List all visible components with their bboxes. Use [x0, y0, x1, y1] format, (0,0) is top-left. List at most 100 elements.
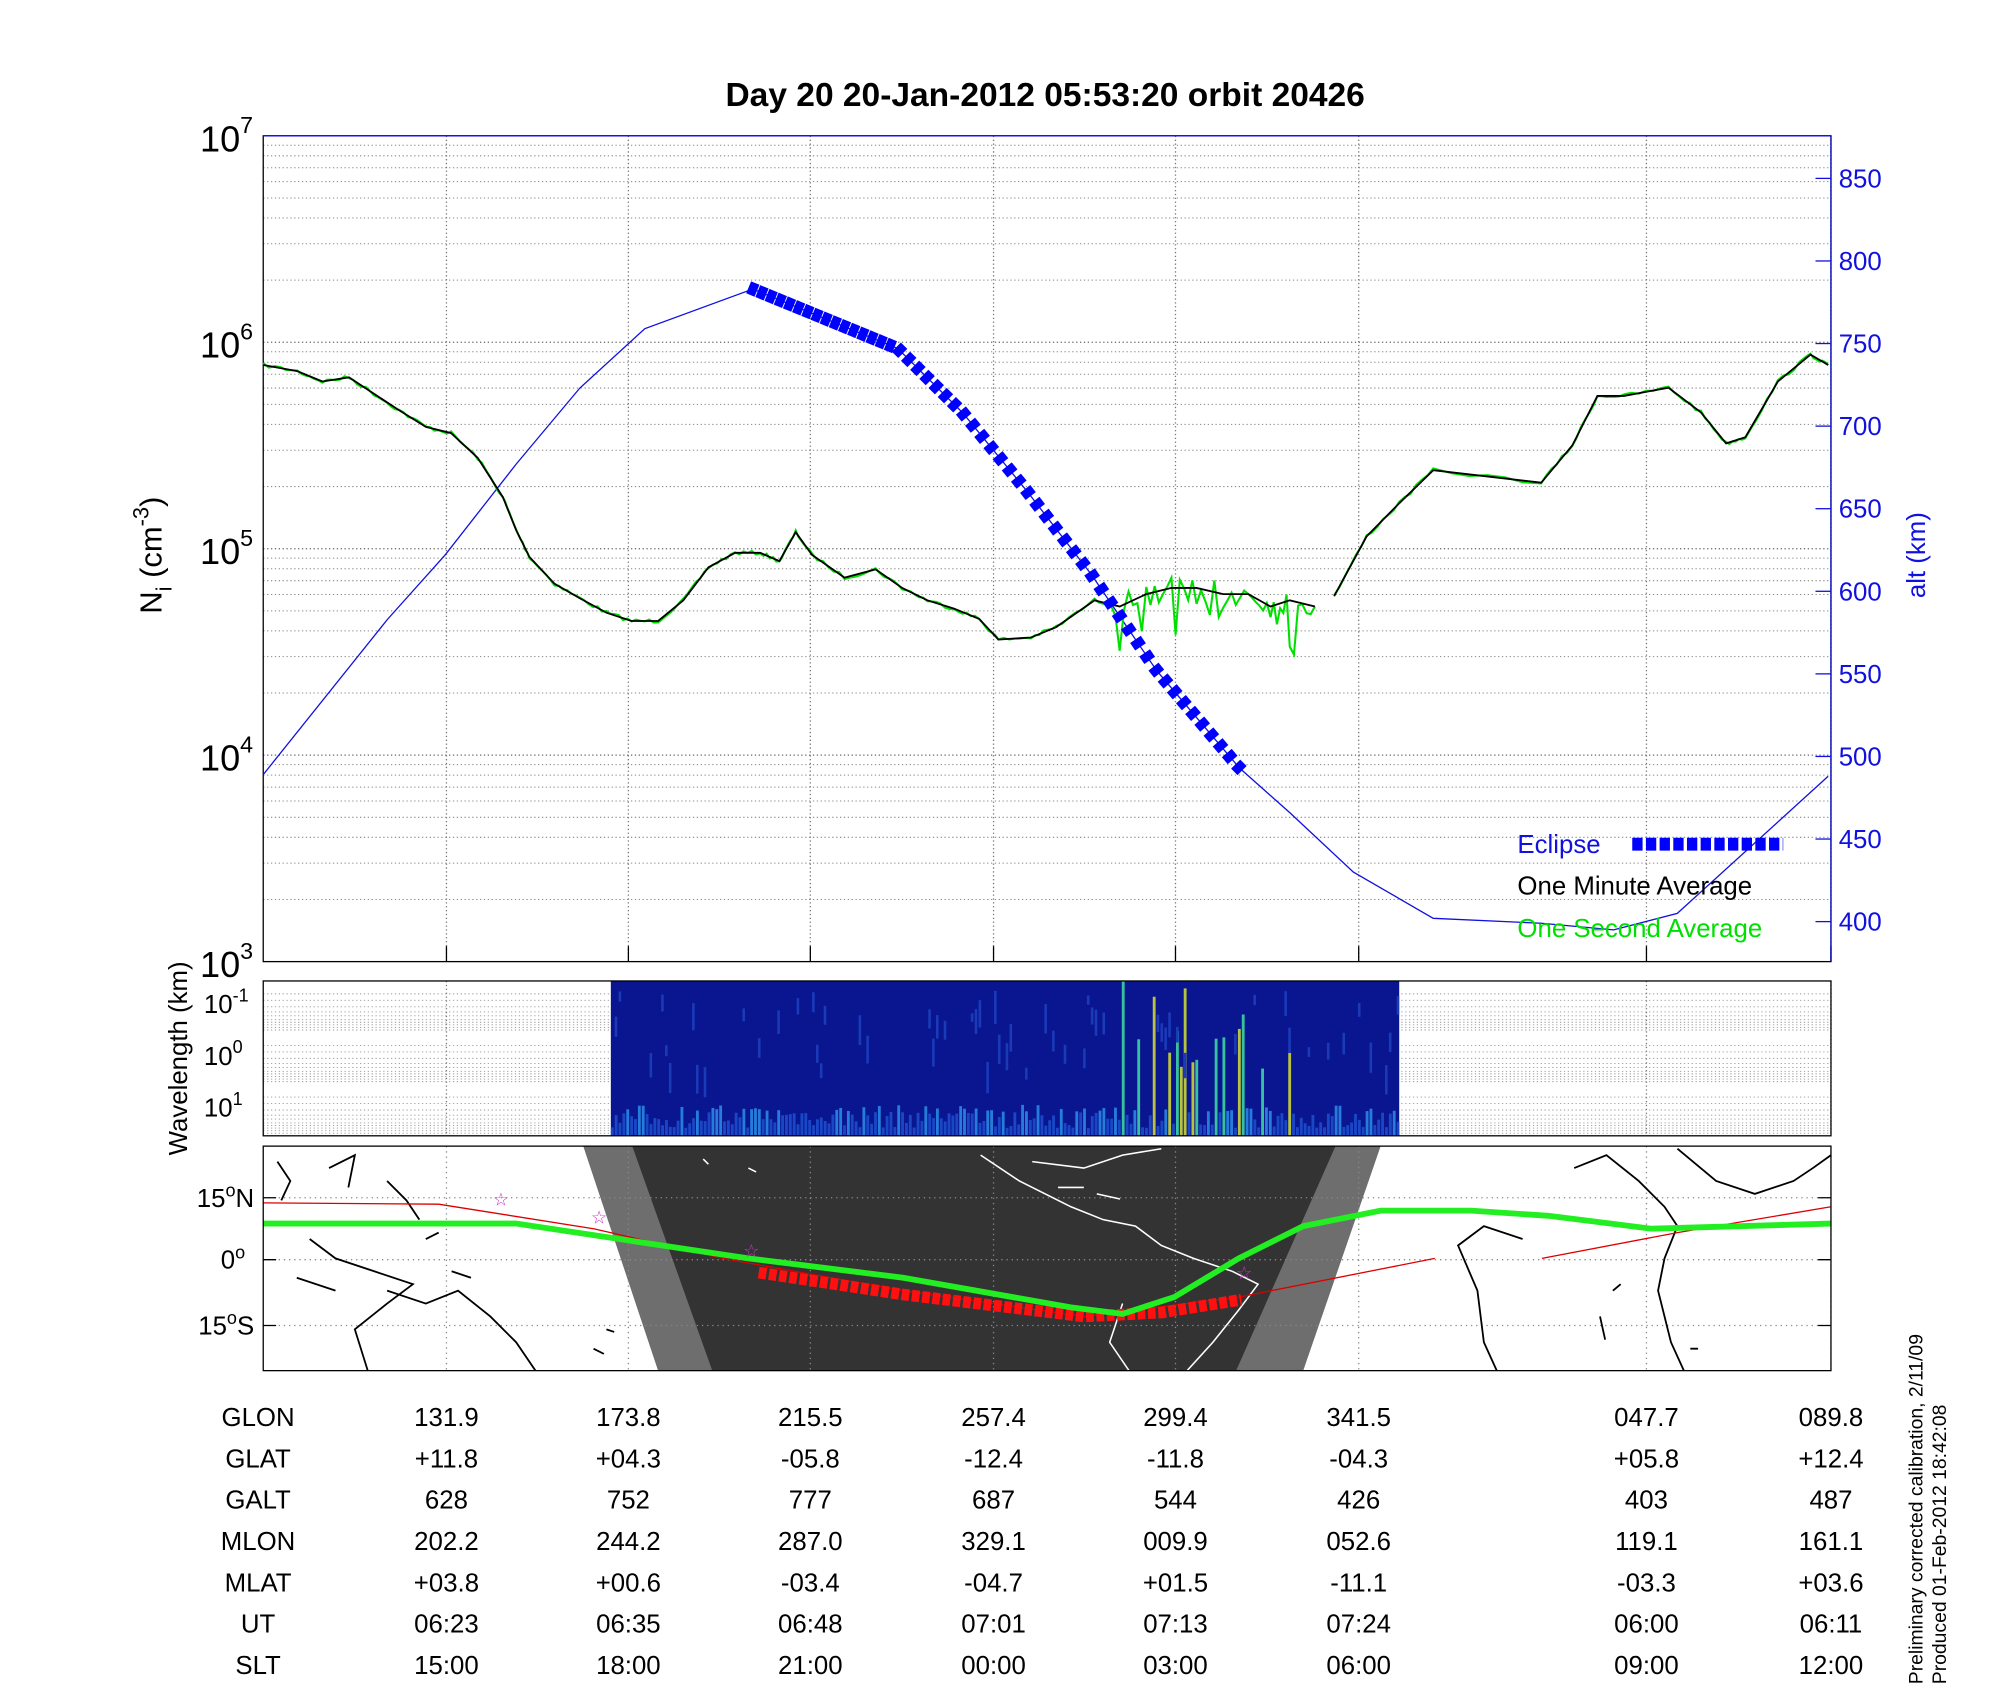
- eclipse-marker: [810, 307, 824, 324]
- table-cell: 426: [1337, 1487, 1380, 1515]
- spectrogram-column: [746, 1127, 750, 1136]
- svg-text:☆: ☆: [743, 1241, 759, 1261]
- y2-tick-label: 600: [1839, 578, 1882, 606]
- spectrogram-column: [1055, 1127, 1059, 1136]
- spectrogram-column: [1241, 1014, 1245, 1136]
- spectrogram-speck: [1369, 1042, 1373, 1073]
- spectrogram-speck: [757, 1038, 761, 1058]
- spectrogram-column: [1268, 1110, 1272, 1136]
- eclipse-marker: [1221, 748, 1238, 765]
- spectrogram-column: [815, 1119, 819, 1136]
- spectrogram-speck: [796, 998, 800, 1015]
- spectrogram-column: [843, 1125, 846, 1136]
- spectrogram-column: [1195, 1059, 1199, 1136]
- spectrogram-column: [932, 1118, 935, 1136]
- spectrogram-column: [1160, 1120, 1164, 1136]
- spectrogram-speck: [1025, 1067, 1028, 1080]
- eclipse-marker: [1001, 462, 1018, 478]
- spectrogram-column: [1350, 1122, 1354, 1136]
- spectrogram-column: [665, 1120, 668, 1136]
- spectrogram-column: [893, 1127, 897, 1136]
- eclipse-marker: [1166, 684, 1183, 700]
- eclipse-marker: [847, 322, 861, 339]
- spectrogram-column: [1280, 1113, 1284, 1136]
- y-tick-label: 103: [200, 938, 253, 985]
- spectrogram-column: [854, 1121, 858, 1136]
- spectrogram-column: [1094, 1112, 1098, 1136]
- spectrogram-column: [986, 1110, 990, 1136]
- eclipse-marker: [1020, 484, 1036, 500]
- spectrogram-column: [974, 1108, 978, 1136]
- table-cell: 299.4: [1143, 1404, 1208, 1432]
- spectrogram-column: [1385, 1127, 1388, 1136]
- spectrogram-column: [827, 1123, 831, 1136]
- one-minute-average-line: [263, 364, 1316, 641]
- spectrogram-column: [622, 1113, 626, 1136]
- produced-note: Produced 01-Feb-2012 18:42:08: [1929, 1405, 1951, 1685]
- table-cell: 403: [1625, 1487, 1668, 1515]
- eclipse-marker: [1130, 635, 1146, 651]
- spectrogram-column: [1152, 996, 1156, 1136]
- calibration-note: Preliminary corrected calibration, 2/11/…: [1906, 1334, 1928, 1684]
- spectrogram-speck: [1009, 1024, 1013, 1052]
- table-cell: -04.7: [964, 1569, 1023, 1597]
- spectrogram-column: [1059, 1109, 1063, 1136]
- spectrogram-column: [1284, 1120, 1288, 1136]
- spectrogram-column: [645, 1114, 649, 1136]
- spectrogram-column: [1199, 1124, 1203, 1136]
- table-cell: 752: [607, 1487, 650, 1515]
- spectrogram-column: [1230, 1110, 1234, 1136]
- spectrogram-column: [676, 1120, 680, 1136]
- eclipse-marker: [837, 318, 852, 335]
- spectrogram-column: [1086, 1128, 1090, 1136]
- spectrogram-column: [777, 1110, 781, 1136]
- spectrogram-column: [734, 1112, 738, 1136]
- spectrogram-column: [1040, 1115, 1044, 1136]
- spectrogram-column: [1009, 1126, 1013, 1136]
- spectrogram-column: [812, 1125, 815, 1136]
- spectrogram-column: [1307, 1125, 1311, 1136]
- spectrogram-speck: [1396, 996, 1400, 1015]
- main-grid: [263, 135, 1832, 962]
- eclipse-marker: [974, 428, 990, 444]
- table-row: UT 06:23 06:35 06:48 07:01 07:13 07:24 06:00 06:…: [241, 1611, 1862, 1639]
- spectrogram-column: [1226, 1110, 1230, 1136]
- spectrogram-column: [963, 1108, 966, 1136]
- spectrogram-speck: [1385, 1065, 1388, 1095]
- eclipse-track: [757, 1266, 1243, 1323]
- row-label: GLON: [222, 1404, 295, 1432]
- eclipse-marker: [900, 351, 917, 368]
- table-cell: 161.1: [1799, 1528, 1864, 1556]
- spectrogram-column: [661, 1125, 664, 1136]
- spectrogram-speck: [1326, 1042, 1330, 1060]
- eclipse-marker: [856, 326, 870, 342]
- spectrogram-column: [1218, 1112, 1222, 1136]
- spectrogram-column: [955, 1113, 959, 1136]
- spectrogram-column: [1361, 1126, 1365, 1136]
- svg-text:☆: ☆: [1236, 1263, 1252, 1283]
- eclipse-marker: [1047, 520, 1064, 536]
- spectrogram-column: [1245, 1108, 1249, 1136]
- spectrogram-column: [901, 1112, 904, 1136]
- eclipse-marker: [1038, 508, 1055, 524]
- spectrogram-frame: [262, 980, 1832, 1137]
- table-cell: 487: [1809, 1487, 1852, 1515]
- spectrogram-speck: [819, 1063, 823, 1079]
- spectrogram-speck: [858, 1015, 862, 1046]
- spectrogram-speck: [823, 1005, 827, 1025]
- table-cell: 06:35: [596, 1611, 661, 1639]
- table-cell: 09:00: [1614, 1652, 1679, 1680]
- table-cell: +03.6: [1798, 1569, 1863, 1597]
- svg-text:☆: ☆: [591, 1208, 607, 1228]
- eclipse-marker: [1056, 532, 1073, 548]
- svg-text:0o: 0o: [221, 1242, 245, 1274]
- spectrogram-column: [1311, 1114, 1315, 1136]
- spectrogram-column: [935, 1108, 939, 1136]
- spectrogram-column: [614, 1115, 618, 1136]
- spectrogram-speck: [994, 990, 997, 1025]
- table-cell: 119.1: [1615, 1528, 1678, 1556]
- spectrogram-column: [943, 1121, 947, 1136]
- spectrogram-column: [831, 1114, 835, 1136]
- eclipse-marker: [755, 285, 769, 301]
